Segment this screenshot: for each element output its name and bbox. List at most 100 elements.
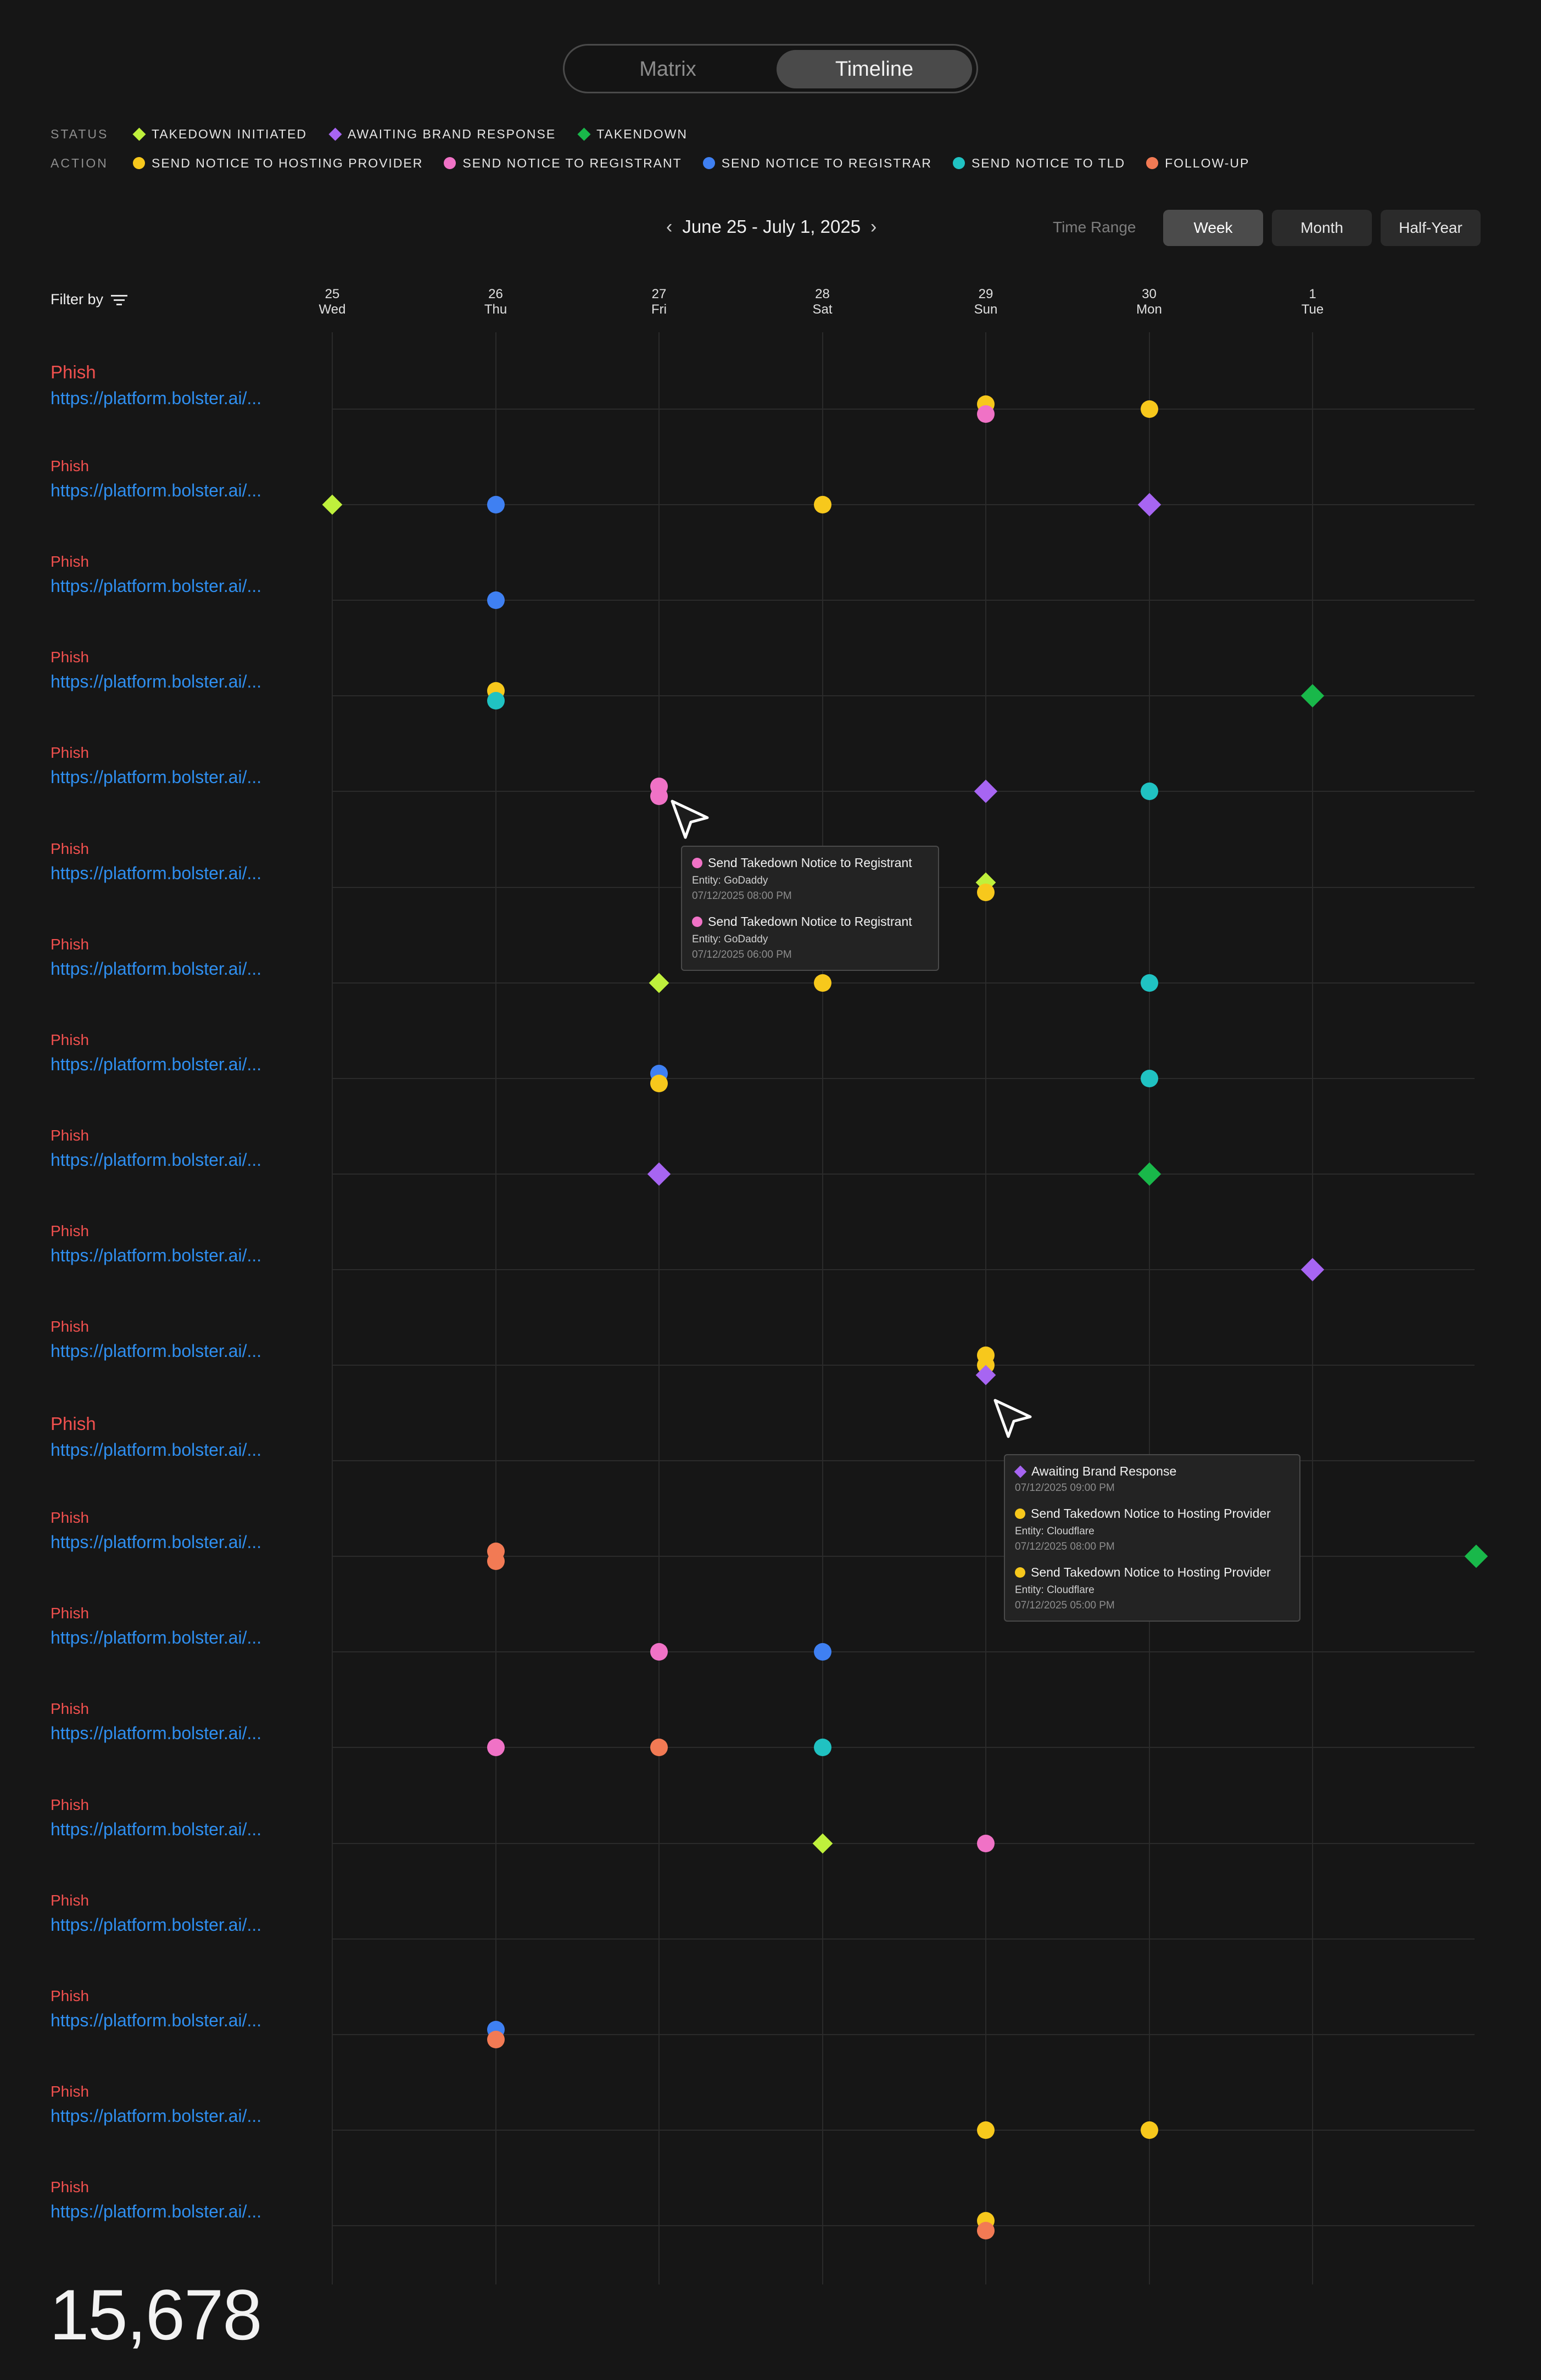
event-marker-registrar[interactable]: [487, 496, 505, 514]
threat-url-link[interactable]: https://platform.bolster.ai/...: [51, 2105, 262, 2126]
day-header: 26 Thu: [463, 287, 529, 317]
event-marker-hosting[interactable]: [1140, 2121, 1158, 2139]
threat-url-link[interactable]: https://platform.bolster.ai/...: [51, 1723, 262, 1744]
threat-url-link[interactable]: https://platform.bolster.ai/...: [51, 2201, 262, 2221]
grid-row-line: [332, 1842, 1475, 1844]
tooltip-entry: Awaiting Brand Response 07/12/2025 09:00 …: [1014, 1464, 1289, 1494]
event-marker-initiated[interactable]: [322, 494, 343, 515]
tooltip-entry-title: Awaiting Brand Response: [1014, 1464, 1289, 1479]
threat-url-link[interactable]: https://platform.bolster.ai/...: [51, 1440, 262, 1460]
legend-item-tld: SEND NOTICE TO TLD: [952, 156, 1125, 171]
event-marker-hosting[interactable]: [977, 883, 995, 901]
threat-kind: Phish: [51, 935, 90, 953]
tooltip-timestamp: 07/12/2025 06:00 PM: [692, 949, 792, 960]
event-marker-awaiting[interactable]: [974, 780, 998, 803]
day-header: 30 Mon: [1116, 287, 1182, 317]
row-label: Phish https://platform.bolster.ai/...: [51, 553, 261, 596]
event-marker-registrant[interactable]: [650, 1643, 668, 1661]
tooltip-entity: Entity: GoDaddy: [692, 934, 768, 945]
event-marker-followup[interactable]: [487, 1552, 505, 1571]
grid-row-line: [332, 2225, 1475, 2226]
day-of-week: Sat: [812, 302, 833, 317]
view-toggle: Matrix Timeline: [563, 44, 978, 93]
event-marker-followup[interactable]: [650, 1739, 668, 1757]
event-marker-awaiting[interactable]: [1137, 493, 1161, 517]
threat-url-link[interactable]: https://platform.bolster.ai/...: [51, 1341, 262, 1361]
event-marker-hosting[interactable]: [977, 2121, 995, 2139]
chevron-left-icon[interactable]: ‹: [666, 216, 673, 237]
threat-url-link[interactable]: https://platform.bolster.ai/...: [51, 2010, 262, 2030]
event-marker-hosting[interactable]: [650, 1074, 668, 1092]
event-marker-hosting[interactable]: [1140, 400, 1158, 418]
event-marker-registrant[interactable]: [650, 787, 668, 806]
event-marker-takendown[interactable]: [1464, 1544, 1488, 1568]
threat-url-link[interactable]: https://platform.bolster.ai/...: [51, 1245, 262, 1265]
threat-url-link[interactable]: https://platform.bolster.ai/...: [51, 576, 262, 596]
event-marker-awaiting[interactable]: [1300, 1258, 1325, 1282]
range-month-button[interactable]: Month: [1272, 210, 1372, 246]
event-marker-hosting[interactable]: [813, 974, 831, 992]
event-marker-initiated[interactable]: [812, 1833, 833, 1853]
event-marker-takendown[interactable]: [1300, 684, 1325, 708]
event-marker-registrant[interactable]: [977, 1834, 995, 1852]
threat-url-link[interactable]: https://platform.bolster.ai/...: [51, 388, 262, 408]
event-tooltip: Send Takedown Notice to Registrant Entity…: [681, 846, 939, 971]
grid-row-line: [332, 1938, 1475, 1940]
threat-url-link[interactable]: https://platform.bolster.ai/...: [51, 481, 262, 501]
day-header: 27 Fri: [626, 287, 692, 317]
grid-column-line: [822, 332, 823, 2284]
threat-kind: Phish: [51, 362, 96, 382]
day-header: 28 Sat: [790, 287, 856, 317]
event-marker-followup[interactable]: [487, 2030, 505, 2048]
tooltip-entry-title: Send Takedown Notice to Hosting Provider: [1015, 1506, 1289, 1521]
tab-matrix[interactable]: Matrix: [639, 58, 696, 81]
threat-url-link[interactable]: https://platform.bolster.ai/...: [51, 1628, 262, 1648]
threat-kind: Phish: [51, 1605, 90, 1622]
row-label: Phish https://platform.bolster.ai/...: [51, 1127, 261, 1170]
event-marker-registrant[interactable]: [487, 1739, 505, 1757]
action-legend-label: ACTION: [51, 155, 108, 170]
row-label: Phish https://platform.bolster.ai/...: [51, 1796, 261, 1840]
tab-timeline[interactable]: Timeline: [777, 50, 972, 88]
day-number: 29: [978, 287, 993, 301]
row-label: Phish https://platform.bolster.ai/...: [51, 936, 261, 979]
threat-url-link[interactable]: https://platform.bolster.ai/...: [51, 1149, 262, 1170]
threat-kind: Phish: [51, 1700, 90, 1718]
threat-kind: Phish: [51, 1987, 90, 2004]
event-marker-tld[interactable]: [813, 1739, 831, 1757]
row-label: Phish https://platform.bolster.ai/...: [51, 649, 261, 692]
threat-url-link[interactable]: https://platform.bolster.ai/...: [51, 767, 262, 787]
event-marker-followup[interactable]: [977, 2221, 995, 2239]
event-marker-tld[interactable]: [1140, 1069, 1158, 1087]
event-marker-tld[interactable]: [487, 692, 505, 710]
chevron-right-icon[interactable]: ›: [870, 216, 877, 237]
range-half-year-button[interactable]: Half-Year: [1381, 210, 1481, 246]
threat-kind: Phish: [51, 553, 90, 571]
threat-url-link[interactable]: https://platform.bolster.ai/...: [51, 863, 262, 883]
threat-url-link[interactable]: https://platform.bolster.ai/...: [51, 1914, 262, 1935]
event-marker-initiated[interactable]: [649, 973, 669, 993]
row-label: Phish https://platform.bolster.ai/...: [51, 1509, 261, 1552]
event-marker-registrant[interactable]: [977, 405, 995, 423]
legend-item-hosting-provider: SEND NOTICE TO HOSTING PROVIDER: [133, 156, 423, 171]
threat-url-link[interactable]: https://platform.bolster.ai/...: [51, 672, 262, 692]
filter-control[interactable]: Filter by: [51, 291, 128, 308]
tooltip-entry: Send Takedown Notice to Registrant Entity…: [692, 856, 928, 902]
event-marker-registrar[interactable]: [487, 591, 505, 610]
event-marker-registrar[interactable]: [813, 1643, 831, 1661]
threat-url-link[interactable]: https://platform.bolster.ai/...: [51, 1054, 262, 1074]
threat-url-link[interactable]: https://platform.bolster.ai/...: [51, 1819, 262, 1839]
threat-url-link[interactable]: https://platform.bolster.ai/...: [51, 958, 262, 979]
tooltip-timestamp: 07/12/2025 09:00 PM: [1015, 1482, 1115, 1494]
event-marker-awaiting[interactable]: [647, 1162, 671, 1186]
threat-url-link[interactable]: https://platform.bolster.ai/...: [51, 1532, 262, 1552]
event-marker-tld[interactable]: [1140, 974, 1158, 992]
event-marker-takendown[interactable]: [1137, 1162, 1161, 1186]
range-week-button[interactable]: Week: [1163, 210, 1263, 246]
filter-label: Filter by: [51, 291, 104, 308]
day-number: 25: [325, 287, 340, 301]
event-marker-tld[interactable]: [1140, 783, 1158, 801]
diamond-icon: [1014, 1465, 1027, 1478]
event-marker-hosting[interactable]: [813, 496, 831, 514]
threat-kind: Phish: [51, 744, 90, 762]
